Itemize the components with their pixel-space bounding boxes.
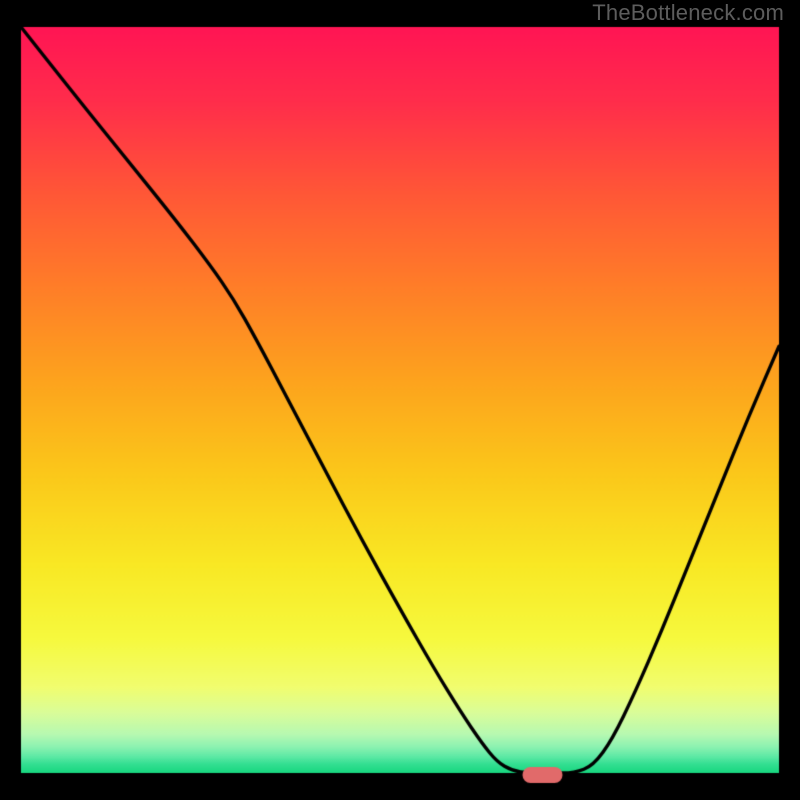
watermark-text: TheBottleneck.com bbox=[592, 0, 784, 26]
bottleneck-gradient-chart bbox=[0, 0, 800, 800]
chart-root: TheBottleneck.com bbox=[0, 0, 800, 800]
